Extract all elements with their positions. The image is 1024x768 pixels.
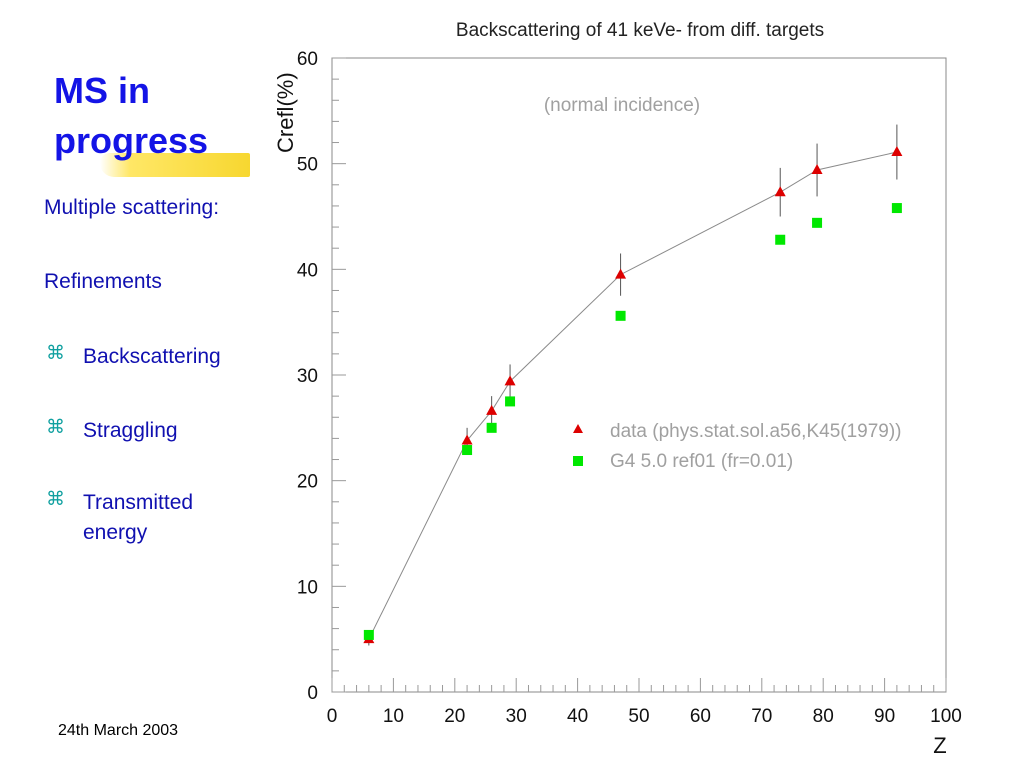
data-points: [363, 124, 903, 646]
x-tick-label: 70: [751, 706, 772, 727]
chart-panel: Backscattering of 41 keVe- from diff. ta…: [256, 0, 1024, 768]
x-tick-label: 90: [874, 706, 895, 727]
data-triangle-point: [461, 434, 473, 445]
g4-square-point: [363, 629, 374, 640]
g4-square-point: [505, 396, 516, 407]
data-triangle-point: [891, 146, 903, 157]
y-axis-label: Crefl(%): [273, 72, 298, 153]
chart-subtitle: (normal incidence): [544, 95, 700, 116]
y-tick-label: 40: [297, 260, 318, 281]
command-bullet-icon: ⌘: [46, 417, 65, 438]
g4-square-point: [615, 310, 626, 321]
plot-frame: [331, 57, 947, 693]
y-tick-label: 20: [297, 472, 318, 493]
title-highlight-stroke: [100, 153, 250, 177]
x-tick-label: 10: [383, 706, 404, 727]
x-tick-label: 60: [690, 706, 711, 727]
slide-title-line-1: MS in: [54, 70, 150, 111]
x-tick-label: 50: [628, 706, 649, 727]
item-multiple-scattering: Multiple scattering:: [44, 196, 220, 219]
x-tick-label: 100: [930, 706, 962, 727]
x-tick-label: 20: [444, 706, 465, 727]
x-tick-label: 80: [813, 706, 834, 727]
data-triangle-point: [811, 164, 823, 175]
y-tick-label: 10: [297, 577, 318, 598]
chart-title: Backscattering of 41 keVe- from diff. ta…: [456, 20, 824, 41]
data-triangle-point: [486, 404, 498, 415]
legend-triangle-marker: [573, 424, 583, 433]
sub-item-label: Transmitted energy: [83, 491, 194, 544]
g4-square-point: [812, 217, 823, 228]
data-series-line: [368, 151, 897, 640]
data-triangle-point: [504, 375, 516, 386]
slide-title-line-2: progress: [54, 120, 209, 161]
g4-square-point: [486, 422, 497, 433]
legend-entry-label: G4 5.0 ref01 (fr=0.01): [610, 451, 793, 472]
data-triangle-point: [774, 186, 786, 197]
backscattering-chart: Backscattering of 41 keVe- from diff. ta…: [273, 20, 962, 758]
data-connecting-line: [368, 151, 897, 640]
item-refinements: Refinements: [44, 270, 162, 293]
sub-item-label: Backscattering: [83, 345, 221, 368]
x-tick-label: 0: [327, 706, 338, 727]
data-triangle-point: [615, 268, 627, 279]
chart-legend: data (phys.stat.sol.a56,K45(1979)) G4 5.0…: [573, 421, 902, 472]
command-bullet-icon: ⌘: [46, 489, 65, 510]
g4-square-point: [891, 203, 902, 214]
legend-entry-label: data (phys.stat.sol.a56,K45(1979)): [610, 421, 902, 442]
y-tick-label: 0: [307, 683, 318, 704]
footer-date: 24th March 2003: [58, 722, 179, 739]
sub-item-label: Straggling: [83, 419, 178, 442]
g4-square-point: [775, 234, 786, 245]
x-tick-label: 40: [567, 706, 588, 727]
command-bullet-icon: ⌘: [46, 343, 65, 364]
x-tick-label: 30: [506, 706, 527, 727]
legend-square-marker: [573, 456, 583, 466]
x-axis-label: Z: [933, 733, 946, 758]
y-tick-label: 60: [297, 49, 318, 70]
y-tick-label: 50: [297, 155, 318, 176]
y-tick-label: 30: [297, 366, 318, 387]
axis-ticks: 0 10 20 30 40 50 60 70 80 90 100 0 10 20 30 40 50 60: [297, 49, 962, 727]
slide-title: MS in progress: [54, 66, 208, 166]
g4-square-point: [462, 445, 473, 456]
